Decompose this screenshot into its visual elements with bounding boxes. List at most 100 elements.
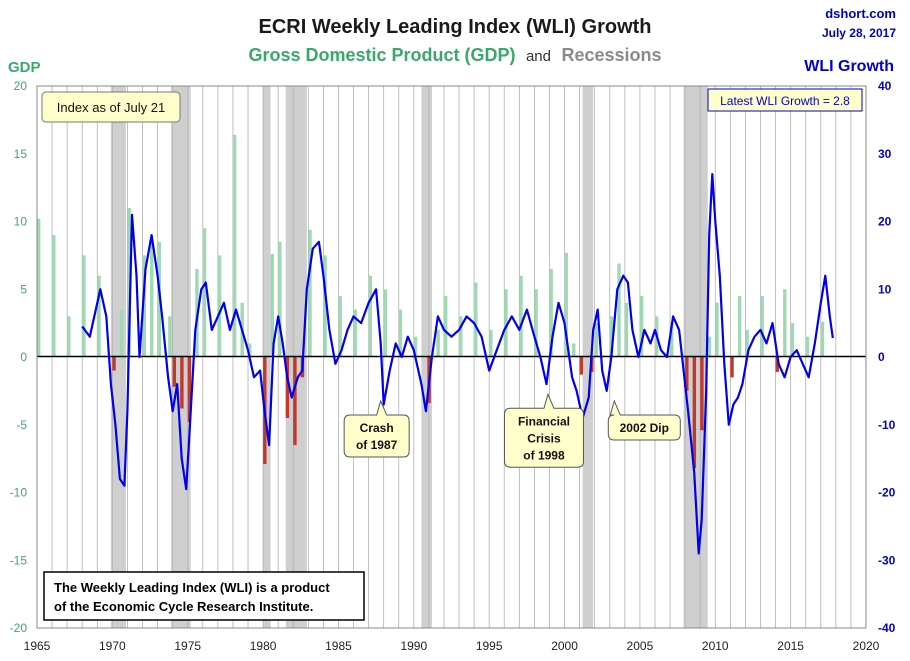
x-tick-label: 1995 (476, 639, 503, 653)
x-tick-label: 1975 (174, 639, 201, 653)
right-tick-label: 0 (878, 350, 885, 364)
right-tick-label: 20 (878, 215, 892, 229)
gdp-bar (368, 275, 372, 357)
gdp-bar (270, 254, 275, 357)
gdp-bar (119, 309, 124, 357)
gdp-bar (745, 329, 749, 357)
source-label: dshort.com (825, 6, 896, 21)
gdp-bar (285, 357, 290, 418)
x-tick-label: 1985 (325, 639, 352, 653)
gdp-bar (278, 241, 282, 357)
gdp-bar (187, 357, 192, 423)
right-tick-label: 10 (878, 282, 892, 296)
gdp-bar (37, 218, 41, 357)
left-tick-label: -5 (16, 418, 27, 432)
x-tick-label: 2000 (551, 639, 578, 653)
gdp-bar (783, 289, 787, 357)
callout-box (343, 399, 410, 458)
gdp-bar (692, 357, 697, 469)
x-tick-label: 2010 (702, 639, 729, 653)
gdp-bar (707, 336, 712, 357)
gdp-bar (609, 316, 614, 357)
gdp-bar (519, 275, 523, 357)
callout-text: Financial (518, 414, 570, 428)
gdp-bar (737, 296, 742, 357)
gdp-bar (293, 357, 297, 446)
gdp-bar (700, 357, 704, 431)
callout-text: of 1987 (356, 438, 398, 452)
left-tick-label: -10 (10, 486, 28, 500)
left-tick-label: 20 (14, 79, 28, 93)
chart-subtitle: Gross Domestic Product (GDP) and Recessi… (248, 45, 661, 65)
subtitle-recessions: Recessions (561, 45, 661, 65)
right-tick-label: -40 (878, 621, 896, 635)
x-tick-label: 1970 (99, 639, 126, 653)
index-note: Index as of July 21 (57, 100, 165, 115)
callout-text: Crash (360, 421, 394, 435)
index-note-box (41, 91, 181, 123)
gdp-bar (353, 309, 357, 357)
gdp-bar (715, 302, 719, 357)
callout-box (503, 392, 584, 468)
gdp-bar (805, 336, 810, 357)
callout-box (607, 399, 681, 441)
right-tick-label: -30 (878, 553, 896, 567)
x-tick-label: 2005 (627, 639, 654, 653)
gdp-bar (436, 329, 440, 357)
gdp-bar (572, 343, 576, 357)
footnote-line-2: of the Economic Cycle Research Institute… (54, 599, 313, 614)
right-tick-label: -10 (878, 418, 896, 432)
x-tick-label: 1980 (250, 639, 277, 653)
x-tick-label: 2015 (777, 639, 804, 653)
axes: -20 -15 -10 -5 0 5 10 15 20 -40 -30 -20 -10 0 10 20 30 40… (10, 79, 896, 653)
gdp-bar (383, 289, 388, 357)
gdp-bar (594, 323, 599, 357)
subtitle-gdp: Gross Domestic Product (GDP) (248, 45, 515, 65)
gdp-bar (670, 323, 674, 357)
right-tick-label: 40 (878, 79, 892, 93)
gdp-bar (624, 302, 629, 357)
gdp-bar (82, 255, 86, 357)
gdp-bar (168, 316, 172, 357)
callout-text: of 1998 (523, 448, 565, 462)
gdp-bar (52, 235, 56, 357)
callout-text: 2002 Dip (620, 421, 669, 435)
subtitle-and: and (526, 48, 551, 65)
left-tick-label: 0 (20, 350, 27, 364)
gdp-bar (564, 252, 568, 357)
plot-frame (36, 85, 867, 629)
gdp-bar (617, 263, 621, 357)
gdp-bar (308, 229, 312, 357)
gdp-bar (790, 323, 795, 357)
x-tick-label: 1990 (400, 639, 427, 653)
gdp-bar (180, 357, 184, 409)
x-tick-label: 1965 (24, 639, 51, 653)
footnote-box (43, 571, 365, 621)
left-tick-label: -20 (10, 621, 28, 635)
left-tick-label: 5 (20, 282, 27, 296)
latest-note-box (707, 88, 863, 112)
x-tick-label: 2020 (853, 639, 880, 653)
gdp-bar (150, 241, 154, 357)
gdp-bar (443, 296, 448, 357)
chart-title: ECRI Weekly Leading Index (WLI) Growth (259, 16, 652, 38)
gdp-bar (685, 357, 689, 391)
gdp-bar (459, 316, 463, 357)
gdp-bar (217, 255, 222, 357)
gdp-bar (534, 289, 538, 357)
left-axis-title: GDP (8, 59, 41, 76)
gdp-bar (760, 296, 764, 357)
gdp-bar (730, 357, 734, 378)
gdp-bar (142, 255, 146, 357)
left-tick-label: 15 (14, 147, 28, 161)
gdp-bar (232, 134, 237, 357)
gdp-bar (248, 343, 252, 357)
right-tick-label: -20 (878, 486, 896, 500)
wli-line (81, 173, 834, 555)
gdp-bar (820, 321, 825, 357)
gdp-bar (202, 228, 207, 357)
gdp-bar (323, 255, 327, 357)
gdp-bar (504, 289, 508, 357)
